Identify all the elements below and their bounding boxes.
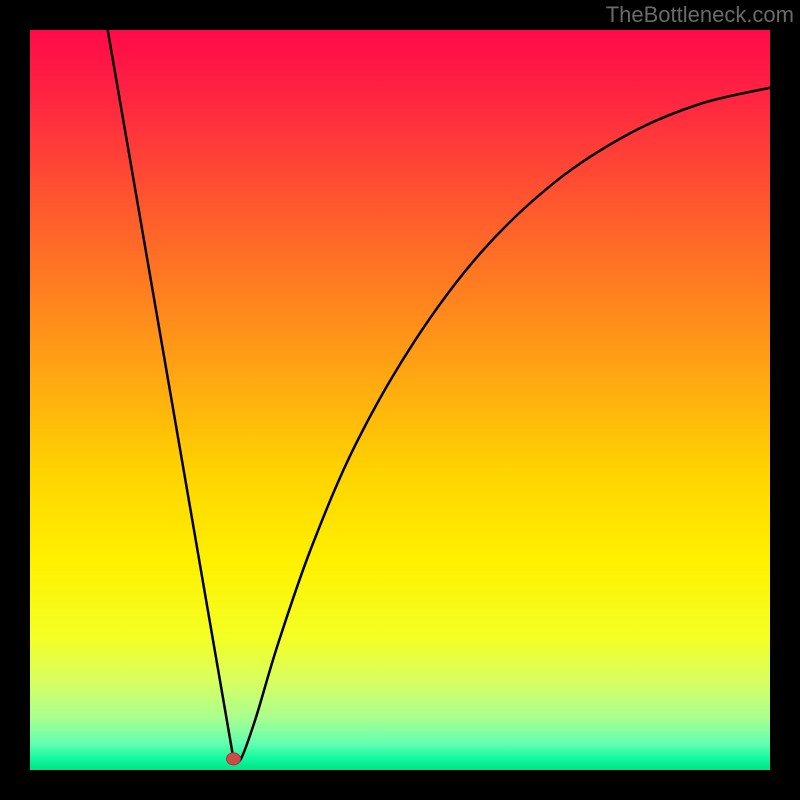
watermark-text: TheBottleneck.com	[606, 2, 794, 28]
minimum-marker	[227, 753, 241, 765]
plot-background	[30, 30, 770, 770]
bottleneck-chart	[0, 0, 800, 800]
